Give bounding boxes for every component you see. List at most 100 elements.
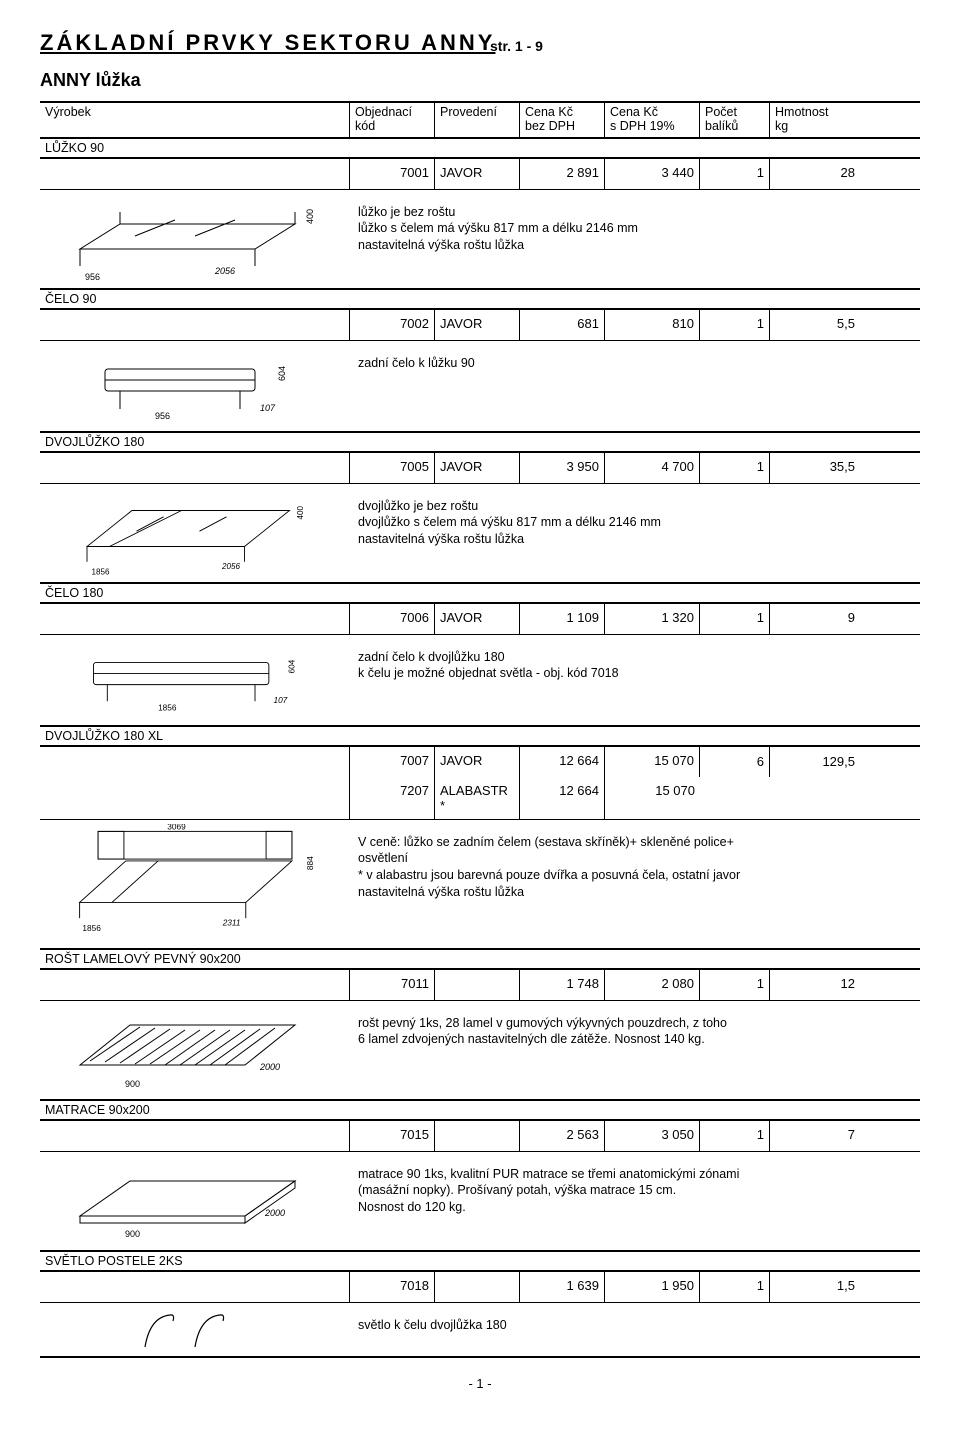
svg-text:1856: 1856 bbox=[158, 702, 177, 712]
weight-cell: 7 bbox=[770, 1121, 860, 1151]
product-schematic: 1856 107 604 bbox=[40, 635, 350, 725]
lamp-icon bbox=[125, 1307, 265, 1352]
price-cell: 2 563 bbox=[520, 1121, 605, 1151]
weight-cell: 9 bbox=[770, 604, 860, 634]
finish-cell: JAVOR bbox=[435, 453, 520, 483]
product-description: rošt pevný 1ks, 28 lamel v gumových výky… bbox=[350, 1001, 920, 1099]
table-row: 7005 JAVOR 3 950 4 700 1 35,5 bbox=[40, 453, 920, 484]
price-vat-cell: 15 070 bbox=[605, 747, 700, 777]
finish-cell bbox=[435, 1121, 520, 1151]
weight-cell: 35,5 bbox=[770, 453, 860, 483]
svg-text:1856: 1856 bbox=[82, 923, 101, 933]
col-wtb: kg bbox=[775, 119, 788, 133]
price-cell: 12 664 bbox=[520, 777, 605, 819]
product-description: matrace 90 1ks, kvalitní PUR matrace se … bbox=[350, 1152, 920, 1250]
product-description: dvojlůžko je bez roštu dvojlůžko s čelem… bbox=[350, 484, 920, 582]
pkg-cell: 1 bbox=[700, 1272, 770, 1302]
finish-cell: JAVOR bbox=[435, 747, 520, 777]
pkg-cell: 1 bbox=[700, 453, 770, 483]
table-row: 7001 JAVOR 2 891 3 440 1 28 bbox=[40, 159, 920, 190]
svg-text:107: 107 bbox=[260, 403, 276, 413]
page-title: ZÁKLADNÍ PRVKY SEKTORU ANNY bbox=[40, 30, 495, 56]
weight-cell: 1,5 bbox=[770, 1272, 860, 1302]
mattress-icon: 900 2000 bbox=[65, 1156, 325, 1246]
col-pkgb: balíků bbox=[705, 119, 738, 133]
col-code-a: Objednací bbox=[355, 105, 412, 119]
product-block: 7018 1 639 1 950 1 1,5 světlo k čelu dvo… bbox=[40, 1272, 920, 1358]
weight-cell: 12 bbox=[770, 970, 860, 1000]
code-cell: 7001 bbox=[350, 159, 435, 189]
product-name: ČELO 90 bbox=[40, 290, 920, 310]
price-vat-cell: 1 950 bbox=[605, 1272, 700, 1302]
col-code-b: kód bbox=[355, 119, 375, 133]
code-cell: 7015 bbox=[350, 1121, 435, 1151]
pkg-cell: 1 bbox=[700, 1121, 770, 1151]
col-p1a: Cena Kč bbox=[525, 105, 573, 119]
table-row: 7011 1 748 2 080 1 12 bbox=[40, 970, 920, 1001]
product-schematic: 1856 2056 400 bbox=[40, 484, 350, 582]
double-bed-icon: 1856 2056 400 bbox=[65, 488, 325, 578]
product-schematic bbox=[40, 1303, 350, 1356]
product-block: 7002 JAVOR 681 810 1 5,5 956 107 604 zad… bbox=[40, 310, 920, 433]
col-p2a: Cena Kč bbox=[610, 105, 658, 119]
svg-text:2056: 2056 bbox=[214, 266, 235, 276]
price-cell: 681 bbox=[520, 310, 605, 340]
pkg-cell: 1 bbox=[700, 970, 770, 1000]
table-row: 7002 JAVOR 681 810 1 5,5 bbox=[40, 310, 920, 341]
svg-text:956: 956 bbox=[155, 411, 170, 421]
code-cell: 7207 bbox=[350, 777, 435, 819]
svg-text:107: 107 bbox=[273, 695, 287, 705]
product-block: 7001 JAVOR 2 891 3 440 1 28 956 2056 400… bbox=[40, 159, 920, 290]
svg-text:2000: 2000 bbox=[259, 1062, 280, 1072]
price-cell: 2 891 bbox=[520, 159, 605, 189]
code-cell: 7018 bbox=[350, 1272, 435, 1302]
product-name: DVOJLŮŽKO 180 bbox=[40, 433, 920, 453]
finish-cell: JAVOR bbox=[435, 159, 520, 189]
table-row: 7007 JAVOR 12 664 15 070 6 129,5 bbox=[40, 747, 920, 777]
finish-cell: JAVOR bbox=[435, 604, 520, 634]
finish-cell: JAVOR bbox=[435, 310, 520, 340]
svg-text:2000: 2000 bbox=[264, 1208, 285, 1218]
price-cell: 3 950 bbox=[520, 453, 605, 483]
price-vat-cell: 4 700 bbox=[605, 453, 700, 483]
price-vat-cell: 3 050 bbox=[605, 1121, 700, 1151]
bed-frame-icon: 956 2056 400 bbox=[65, 194, 325, 284]
price-cell: 1 748 bbox=[520, 970, 605, 1000]
finish-cell bbox=[435, 1272, 520, 1302]
product-block: 7005 JAVOR 3 950 4 700 1 35,5 1856 2056 … bbox=[40, 453, 920, 584]
finish-cell: ALABASTR * bbox=[435, 777, 520, 819]
price-cell: 12 664 bbox=[520, 747, 605, 777]
col-pkga: Počet bbox=[705, 105, 737, 119]
col-wta: Hmotnost bbox=[775, 105, 829, 119]
col-p2b: s DPH 19% bbox=[610, 119, 675, 133]
product-block: 7011 1 748 2 080 1 12 900 2000 rošt pe bbox=[40, 970, 920, 1101]
svg-text:400: 400 bbox=[296, 505, 305, 519]
product-description: zadní čelo k lůžku 90 bbox=[350, 341, 920, 431]
col-product: Výrobek bbox=[45, 105, 91, 119]
product-name: ČELO 180 bbox=[40, 584, 920, 604]
page-footer: - 1 - bbox=[40, 1376, 920, 1391]
product-block: 7015 2 563 3 050 1 7 900 2000 matrace 90… bbox=[40, 1121, 920, 1252]
price-vat-cell: 3 440 bbox=[605, 159, 700, 189]
product-description: světlo k čelu dvojlůžka 180 bbox=[350, 1303, 920, 1356]
col-finish: Provedení bbox=[440, 105, 497, 119]
svg-text:604: 604 bbox=[277, 365, 287, 380]
code-cell: 7002 bbox=[350, 310, 435, 340]
svg-text:956: 956 bbox=[85, 272, 100, 282]
svg-text:900: 900 bbox=[125, 1229, 140, 1239]
price-cell: 1 109 bbox=[520, 604, 605, 634]
svg-text:2311: 2311 bbox=[222, 917, 241, 927]
pkg-cell: 6 bbox=[700, 747, 770, 777]
product-schematic: 956 2056 400 bbox=[40, 190, 350, 288]
product-name: MATRACE 90x200 bbox=[40, 1101, 920, 1121]
col-p1b: bez DPH bbox=[525, 119, 575, 133]
slatted-base-icon: 900 2000 bbox=[65, 1005, 325, 1095]
price-cell: 1 639 bbox=[520, 1272, 605, 1302]
double-bed-xl-icon: 3069 1856 2311 884 bbox=[55, 824, 335, 944]
product-block: 7006 JAVOR 1 109 1 320 1 9 1856 107 604 … bbox=[40, 604, 920, 727]
product-schematic: 900 2000 bbox=[40, 1001, 350, 1099]
code-cell: 7011 bbox=[350, 970, 435, 1000]
table-row: 7006 JAVOR 1 109 1 320 1 9 bbox=[40, 604, 920, 635]
pkg-cell: 1 bbox=[700, 604, 770, 634]
code-cell: 7006 bbox=[350, 604, 435, 634]
